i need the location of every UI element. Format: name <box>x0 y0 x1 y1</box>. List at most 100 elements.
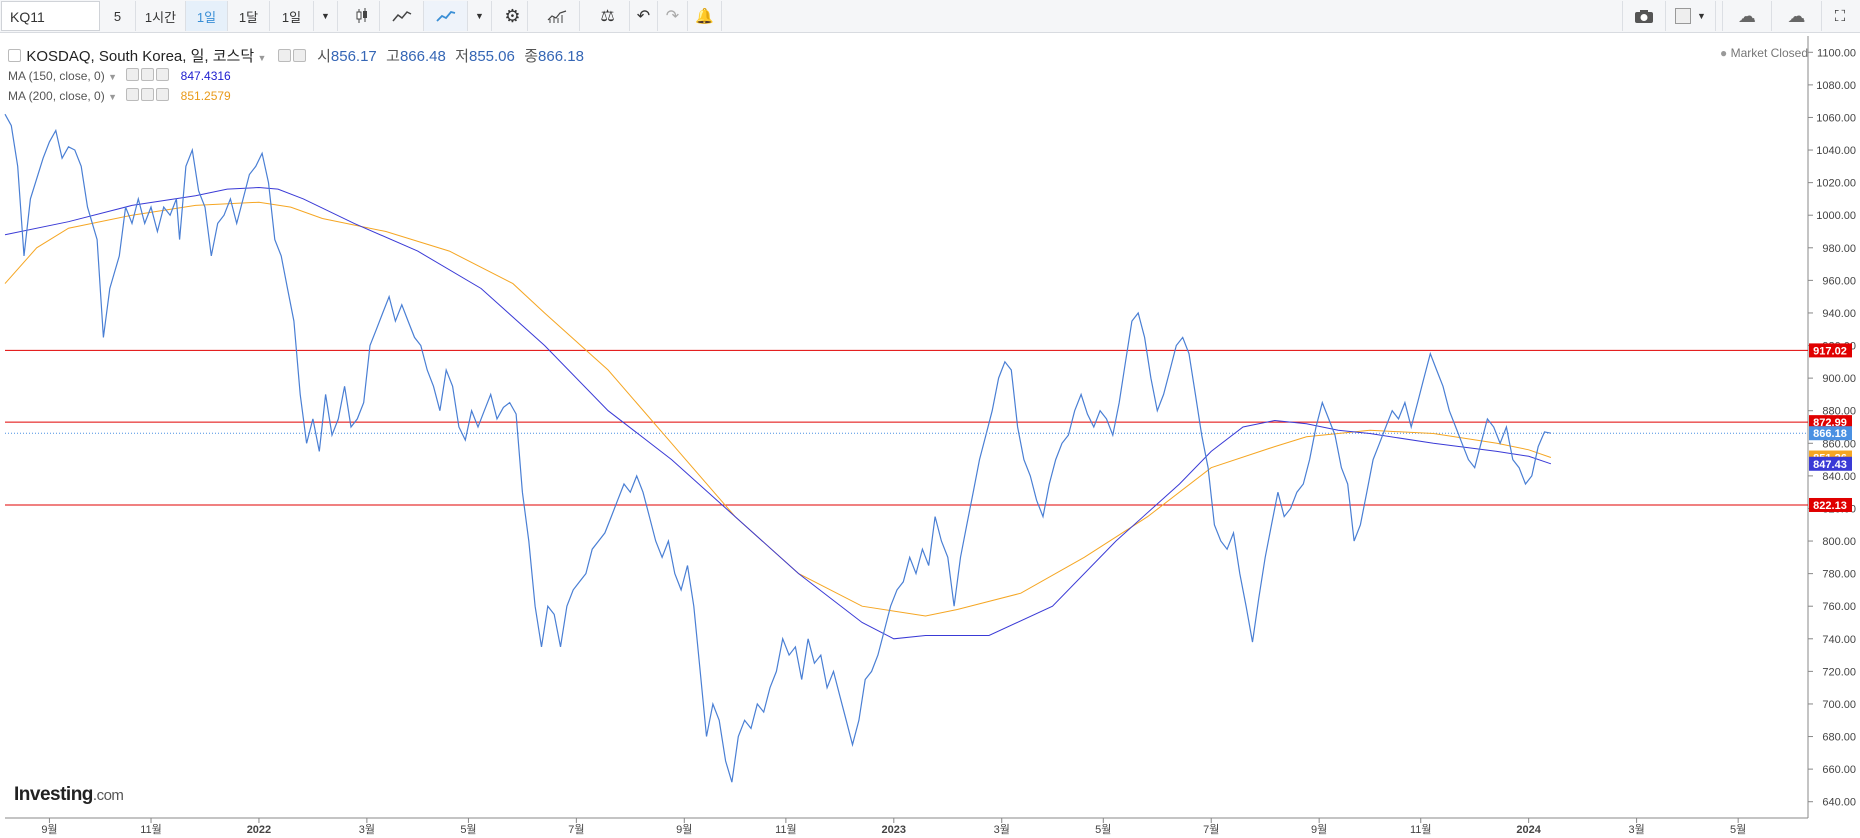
undo-icon: ↶ <box>636 8 651 25</box>
alert-button[interactable]: 🔔 <box>688 1 722 31</box>
ma200-line <box>4 201 1552 617</box>
indicators-icon <box>547 10 566 23</box>
hline-price-label-bg <box>1809 497 1852 512</box>
close-icon[interactable] <box>156 88 170 101</box>
ma150-line <box>4 186 1552 640</box>
chart-toolbar: KQ11 5 1시간 1일 1달 1일 ▼ ▼ ⚙ ⚖ ↶ ↷ 🔔 ▼ ☁ ☁ … <box>0 0 1860 33</box>
x-tick-label: 3월 <box>359 823 375 836</box>
close-label: 종 <box>524 48 539 65</box>
y-tick-label: 640.00 <box>1822 797 1856 809</box>
cloud-upload-icon: ☁ <box>1787 5 1806 26</box>
y-tick-label: 720.00 <box>1822 666 1856 678</box>
cloud-upload-button[interactable]: ☁ <box>1772 1 1822 31</box>
x-tick-label: 3월 <box>994 823 1010 836</box>
y-tick-label: 800.00 <box>1822 536 1856 548</box>
redo-icon: ↷ <box>665 8 680 25</box>
low-label: 저 <box>455 48 469 65</box>
color-box-icon <box>1675 8 1692 24</box>
y-tick-label: 940.00 <box>1822 308 1856 320</box>
ma150-value: 847.4316 <box>180 69 231 83</box>
visibility-icon[interactable] <box>126 88 140 101</box>
ma150-legend: MA (150, close, 0) ▼ 847.4316 <box>8 68 231 83</box>
chevron-down-icon: ▼ <box>1697 11 1706 21</box>
interval-1h-button[interactable]: 1시간 <box>136 1 186 31</box>
x-tick-label: 5월 <box>1730 823 1746 836</box>
compare-button[interactable]: ⚖ <box>586 1 630 31</box>
gear-icon: ⚙ <box>504 5 521 26</box>
x-tick-label: 3월 <box>1628 823 1644 836</box>
y-tick-label: 660.00 <box>1822 764 1856 776</box>
x-tick-label: 2024 <box>1516 824 1541 836</box>
market-status: ● Market Closed <box>1720 46 1808 60</box>
high-label: 고 <box>386 48 400 65</box>
settings-button[interactable]: ⚙ <box>498 1 528 31</box>
y-tick-label: 840.00 <box>1822 471 1856 483</box>
y-tick-label: 1000.00 <box>1816 210 1856 222</box>
settings-icon[interactable] <box>292 49 306 62</box>
interval-custom-button[interactable]: 1일 <box>270 1 314 31</box>
hline-price-label: 917.02 <box>1813 345 1847 357</box>
hline-price-label-bg <box>1809 343 1852 358</box>
x-tick-label: 7월 <box>568 823 584 836</box>
color-box-button[interactable]: ▼ <box>1666 1 1716 31</box>
indicators-button[interactable] <box>534 1 580 31</box>
fullscreen-icon: ⛶ <box>1834 7 1846 25</box>
y-tick-label: 880.00 <box>1822 406 1856 418</box>
collapse-icon[interactable] <box>8 49 21 62</box>
interval-dropdown[interactable]: ▼ <box>314 1 338 31</box>
chevron-down-icon[interactable]: ▼ <box>257 53 267 63</box>
x-tick-label: 11월 <box>140 823 162 836</box>
ma150-price-label-bg <box>1809 456 1852 471</box>
x-tick-label: 9월 <box>676 823 692 836</box>
area-chart-button[interactable] <box>380 1 424 31</box>
market-status-text: Market Closed <box>1730 46 1808 60</box>
redo-button[interactable]: ↷ <box>658 1 688 31</box>
open-value: 856.17 <box>330 48 377 65</box>
high-value: 866.48 <box>399 48 446 65</box>
interval-1d-button[interactable]: 1일 <box>186 1 228 31</box>
last-price-label: 866.18 <box>1813 428 1847 440</box>
chevron-down-icon: ▼ <box>321 11 330 21</box>
symbol-search-input[interactable]: KQ11 <box>1 1 100 31</box>
visibility-icon[interactable] <box>277 49 291 62</box>
y-tick-label: 1020.00 <box>1816 178 1856 190</box>
candlestick-button[interactable] <box>344 1 380 31</box>
y-tick-label: 680.00 <box>1822 732 1856 744</box>
alert-icon: 🔔 <box>695 8 714 25</box>
low-value: 855.06 <box>468 48 515 65</box>
y-tick-label: 780.00 <box>1822 569 1856 581</box>
close-icon[interactable] <box>156 68 170 81</box>
ma200-legend: MA (200, close, 0) ▼ 851.2579 <box>8 88 231 103</box>
interval-1m-button[interactable]: 1달 <box>228 1 270 31</box>
chevron-down-icon[interactable]: ▼ <box>108 92 117 102</box>
ma200-price-label-bg <box>1809 450 1852 465</box>
chevron-down-icon: ▼ <box>475 11 484 21</box>
settings-icon[interactable] <box>141 88 155 101</box>
y-tick-label: 700.00 <box>1822 699 1856 711</box>
y-tick-label: 1100.00 <box>1817 47 1856 59</box>
undo-button[interactable]: ↶ <box>630 1 658 31</box>
line-chart-button[interactable] <box>424 1 468 31</box>
logo-suffix: .com <box>92 787 124 804</box>
ma200-label: MA (200, close, 0) <box>8 89 105 103</box>
interval-5min-button[interactable]: 5 <box>100 1 136 31</box>
horizontal-lines <box>5 349 1808 506</box>
ma200-value: 851.2579 <box>180 89 231 103</box>
y-tick-label: 1080.00 <box>1816 80 1856 92</box>
snapshot-button[interactable] <box>1622 1 1666 31</box>
cloud-download-button[interactable]: ☁ <box>1722 1 1772 31</box>
camera-icon <box>1635 10 1653 23</box>
axes: 640.00 660.00 680.00 700.00 720.00 740.00 760.… <box>5 36 1856 836</box>
candlestick-icon <box>356 8 367 23</box>
visibility-icon[interactable] <box>126 68 140 81</box>
settings-icon[interactable] <box>141 68 155 81</box>
y-tick-label: 860.00 <box>1822 438 1856 450</box>
fullscreen-button[interactable]: ⛶ <box>1822 1 1858 31</box>
y-tick-label: 820.00 <box>1822 503 1856 515</box>
last-price-label-bg <box>1809 426 1852 441</box>
chevron-down-icon[interactable]: ▼ <box>108 72 117 82</box>
chart-type-dropdown[interactable]: ▼ <box>468 1 492 31</box>
investing-logo: Investing.com <box>14 784 124 806</box>
